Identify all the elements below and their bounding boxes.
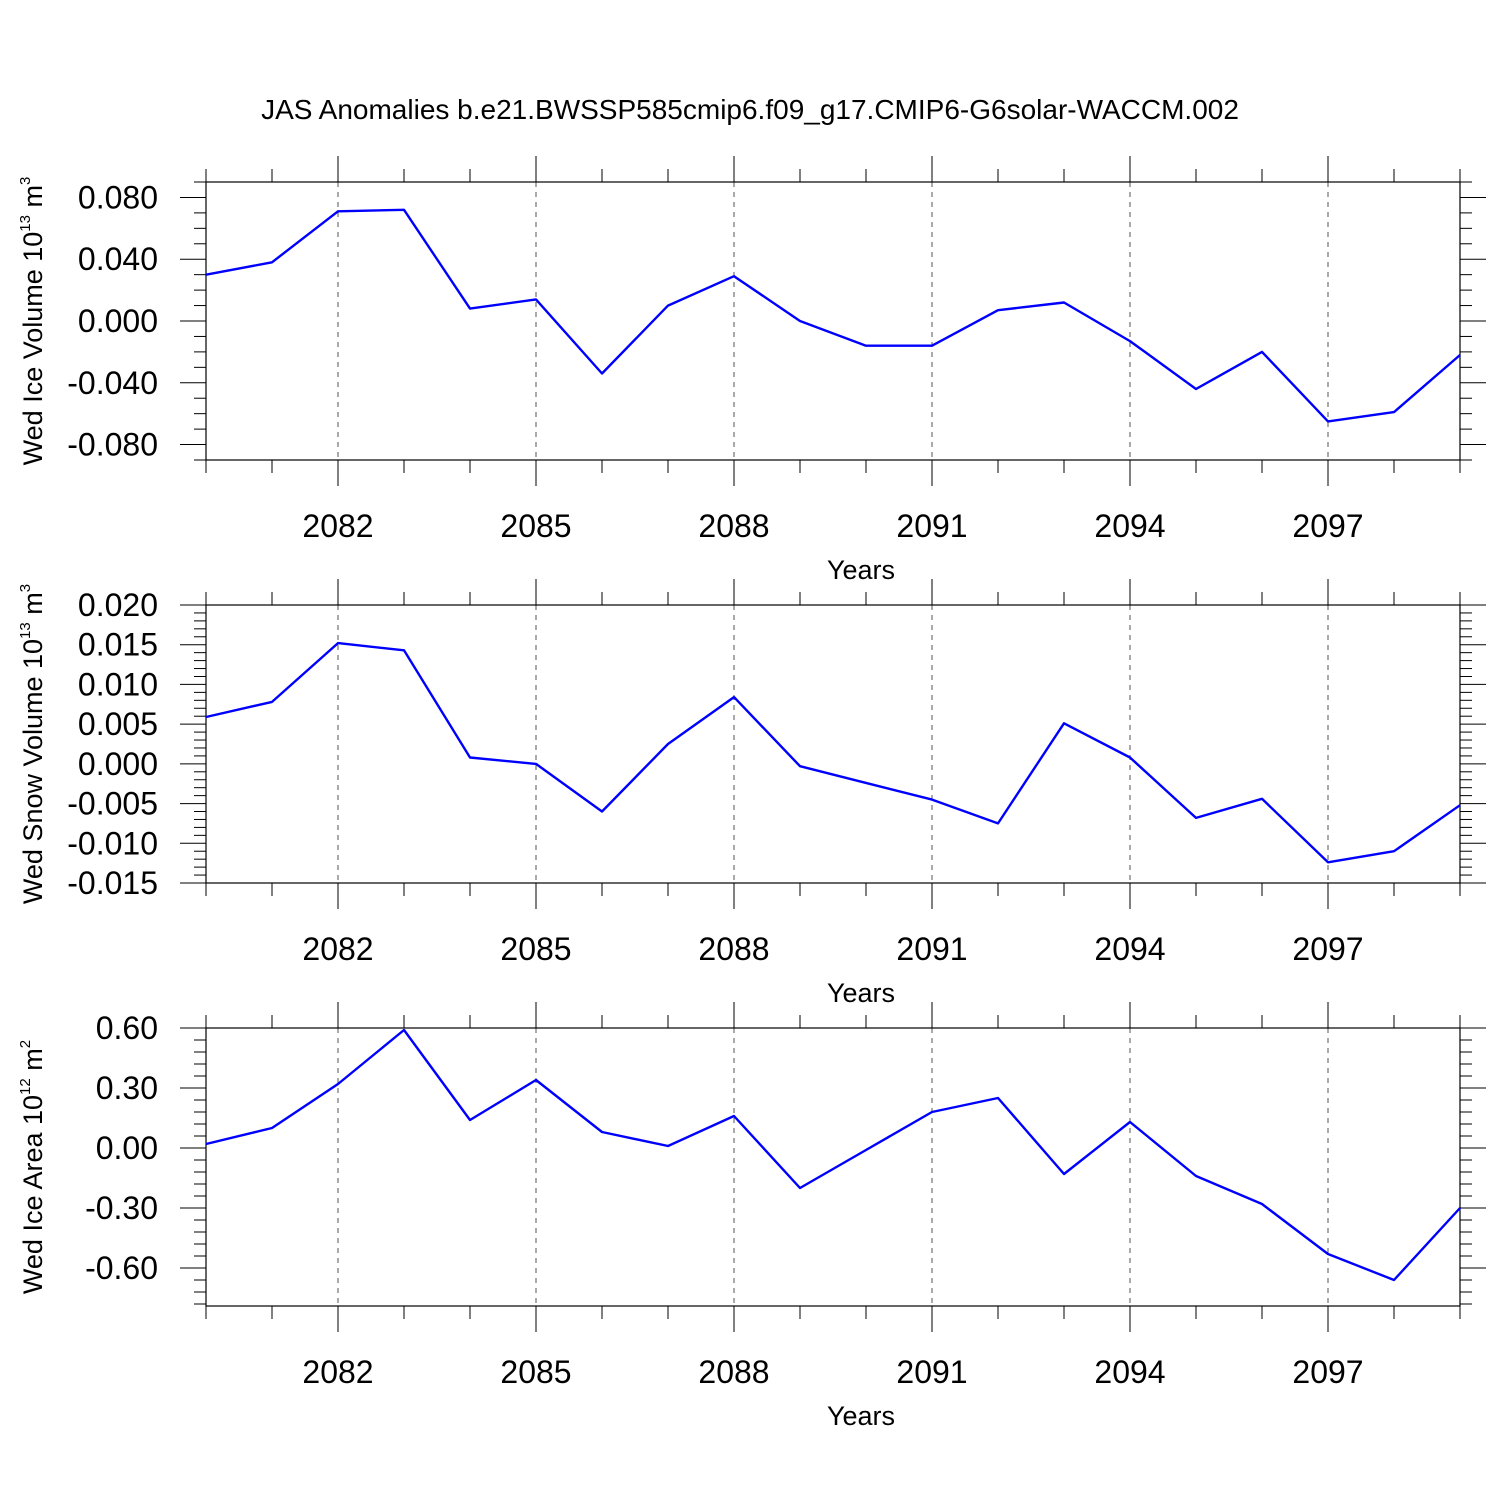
y-tick-label: 0.00	[96, 1130, 158, 1166]
y-tick-label: -0.30	[85, 1190, 158, 1226]
x-tick-label: 2085	[500, 1354, 571, 1390]
series-line	[205, 1028, 1461, 1282]
x-axis-label: Years	[827, 978, 895, 1008]
y-tick-label: -0.015	[67, 865, 158, 901]
panel-3: -0.60 -0.30 0.00 0.30 0.60 2082 2085 2088 2091 20…	[17, 1002, 1486, 1431]
series-line	[205, 641, 1461, 864]
y-label-superscript: 12	[17, 1078, 34, 1095]
y-tick-label: -0.60	[85, 1250, 158, 1286]
x-tick-label: 2094	[1094, 931, 1165, 967]
y-tick-label: -0.080	[67, 427, 158, 463]
y-tick-label: 0.080	[78, 179, 158, 215]
x-tick-label: 2091	[896, 931, 967, 967]
x-tick-label: 2097	[1292, 1354, 1363, 1390]
panels: -0.080 -0.040 0.000 0.040 0.080 2082 2085 2088 2…	[17, 156, 1486, 1431]
x-tick-label: 2088	[698, 931, 769, 967]
y-tick-label: -0.040	[67, 365, 158, 401]
y-label-superscript: 3	[17, 177, 34, 185]
y-label-part: m	[18, 1048, 48, 1078]
x-tick-label: 2094	[1094, 508, 1165, 544]
y-tick-label: 0.005	[78, 706, 158, 742]
x-tick-label: 2091	[896, 508, 967, 544]
y-tick-label: 0.000	[78, 303, 158, 339]
y-tick-label: 0.60	[96, 1010, 158, 1046]
y-tick-label: 0.020	[78, 587, 158, 623]
y-label-superscript: 2	[17, 1040, 34, 1048]
y-axis-label: Wed Ice Volume 1013 m3	[17, 177, 48, 466]
x-tick-label: 2097	[1292, 931, 1363, 967]
y-label-part: m	[18, 185, 48, 215]
x-tick-label: 2091	[896, 1354, 967, 1390]
y-label-superscript: 3	[17, 584, 34, 592]
x-tick-label: 2082	[302, 931, 373, 967]
y-label-superscript: 13	[17, 622, 34, 639]
series-line	[205, 208, 1461, 423]
x-tick-label: 2097	[1292, 508, 1363, 544]
plot-frame	[205, 604, 1461, 884]
x-tick-label: 2082	[302, 1354, 373, 1390]
y-label-part: Wed Ice Volume 10	[18, 232, 48, 466]
y-label-superscript: 13	[17, 215, 34, 232]
x-tick-label: 2085	[500, 931, 571, 967]
x-tick-label: 2088	[698, 1354, 769, 1390]
x-tick-label: 2094	[1094, 1354, 1165, 1390]
y-tick-label: 0.30	[96, 1070, 158, 1106]
x-axis-label: Years	[827, 555, 895, 585]
y-label-part: Wed Ice Area 10	[18, 1095, 48, 1294]
y-tick-label: -0.005	[67, 786, 158, 822]
y-tick-label: 0.040	[78, 241, 158, 277]
y-tick-label: 0.000	[78, 746, 158, 782]
chart-title: JAS Anomalies b.e21.BWSSP585cmip6.f09_g1…	[261, 94, 1239, 125]
y-axis-label: Wed Snow Volume 1013 m3	[17, 584, 48, 904]
plot-frame	[205, 1027, 1461, 1307]
y-tick-label: -0.010	[67, 825, 158, 861]
plot-frame	[205, 181, 1461, 461]
x-axis-label: Years	[827, 1401, 895, 1431]
x-tick-label: 2085	[500, 508, 571, 544]
y-tick-label: 0.010	[78, 666, 158, 702]
panel-1: -0.080 -0.040 0.000 0.040 0.080 2082 2085 2088 2…	[17, 156, 1486, 585]
y-label-part: m	[18, 592, 48, 622]
y-axis-label: Wed Ice Area 1012 m2	[17, 1040, 48, 1294]
x-tick-label: 2082	[302, 508, 373, 544]
y-label-part: Wed Snow Volume 10	[18, 639, 48, 904]
x-tick-label: 2088	[698, 508, 769, 544]
y-tick-label: 0.015	[78, 627, 158, 663]
